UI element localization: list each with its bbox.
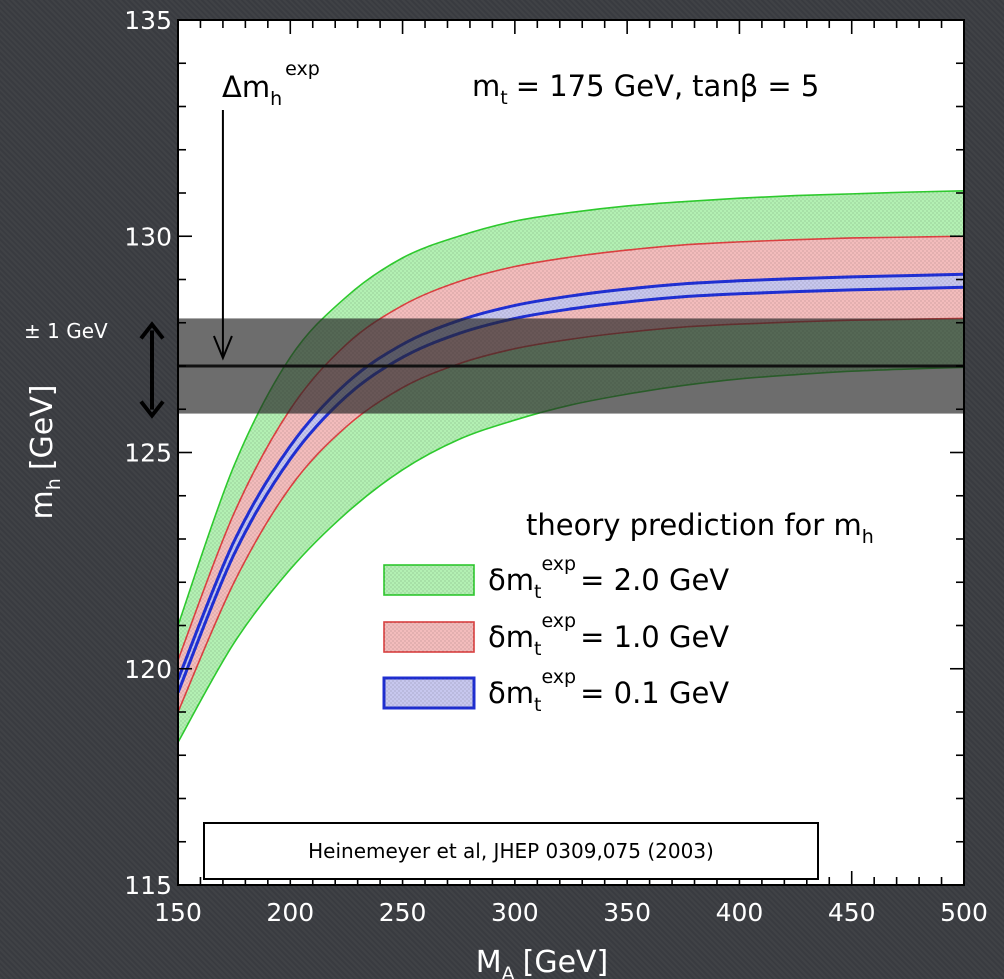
y-tick-label: 120 bbox=[124, 655, 172, 684]
x-tick-label: 450 bbox=[828, 898, 876, 927]
y-axis-title-sub: h bbox=[43, 478, 65, 490]
x-tick-label: 400 bbox=[716, 898, 764, 927]
x-tick-label: 250 bbox=[379, 898, 427, 927]
y-axis-title-main: m bbox=[25, 490, 60, 519]
exp-label-sub: h bbox=[270, 88, 282, 110]
experimental-layer bbox=[139, 110, 964, 419]
exp-label-sup: exp bbox=[285, 58, 320, 80]
y-tick-label: 135 bbox=[124, 6, 172, 35]
exp-arrow-head bbox=[212, 335, 233, 361]
band-upper-edge-2 bbox=[176, 272, 965, 681]
exp-band-label: ± 1 GeV bbox=[24, 319, 108, 343]
header-mt-sub: t bbox=[500, 87, 507, 109]
legend-title: theory prediction for mh bbox=[526, 508, 874, 548]
exp-label: Δmhexp bbox=[222, 58, 320, 110]
legend-layer: theory prediction for mh δmtexp = 2.0 GeV δ… bbox=[382, 508, 874, 716]
citation-text: Heinemeyer et al, JHEP 0309,075 (2003) bbox=[308, 839, 714, 863]
y-tick-label: 125 bbox=[124, 439, 172, 468]
y-axis-title: mh [GeV] bbox=[25, 385, 65, 520]
legend-title-sub: h bbox=[862, 526, 874, 548]
legend-label-0: δmtexp = 2.0 GeV bbox=[488, 553, 729, 603]
x-axis-title-sub: A bbox=[502, 963, 515, 979]
labels-layer: 150 200 250 300 350 400 450 500 115 120 125 130 135 bbox=[124, 6, 988, 927]
header-tanb: tanβ = 5 bbox=[692, 69, 819, 103]
band-width-arrow-top bbox=[139, 321, 165, 340]
x-axis-title-unit: [GeV] bbox=[523, 945, 609, 979]
y-tick-label: 115 bbox=[124, 871, 172, 900]
header-mt-symbol: m bbox=[472, 69, 500, 103]
legend-item-2: δmtexp = 0.1 GeV bbox=[382, 666, 729, 716]
legend-label-2: δmtexp = 0.1 GeV bbox=[488, 666, 729, 716]
legend-title-text: theory prediction for m bbox=[526, 508, 862, 542]
x-axis-title-main: M bbox=[476, 945, 502, 979]
legend-swatch-texture-0 bbox=[384, 565, 474, 595]
x-tick-label: 350 bbox=[603, 898, 651, 927]
exp-label-symbol: Δm bbox=[222, 70, 270, 104]
x-tick-label: 200 bbox=[266, 898, 314, 927]
legend-swatch-texture-1 bbox=[384, 622, 474, 652]
x-tick-label: 500 bbox=[940, 898, 988, 927]
x-tick-label: 150 bbox=[154, 898, 202, 927]
band-width-arrow-bottom bbox=[139, 400, 165, 419]
band-series-2 bbox=[176, 272, 965, 694]
header-annotation: mt = 175 GeV, tanβ = 5 bbox=[472, 69, 819, 109]
legend-item-0: δmtexp = 2.0 GeV bbox=[383, 553, 729, 603]
legend-swatch-texture-2 bbox=[384, 678, 474, 708]
x-axis-title: MA [GeV] bbox=[476, 945, 609, 979]
band-lower-edge-2 bbox=[176, 285, 965, 694]
band-upper-edge-1 bbox=[177, 235, 965, 661]
y-tick-label: 130 bbox=[124, 222, 172, 251]
header-mt-value: = 175 GeV, bbox=[516, 69, 683, 103]
x-tick-label: 300 bbox=[491, 898, 539, 927]
y-axis-title-unit: [GeV] bbox=[25, 385, 60, 471]
legend-item-1: δmtexp = 1.0 GeV bbox=[383, 610, 729, 660]
legend-label-1: δmtexp = 1.0 GeV bbox=[488, 610, 729, 660]
citation-box: Heinemeyer et al, JHEP 0309,075 (2003) bbox=[203, 822, 819, 880]
